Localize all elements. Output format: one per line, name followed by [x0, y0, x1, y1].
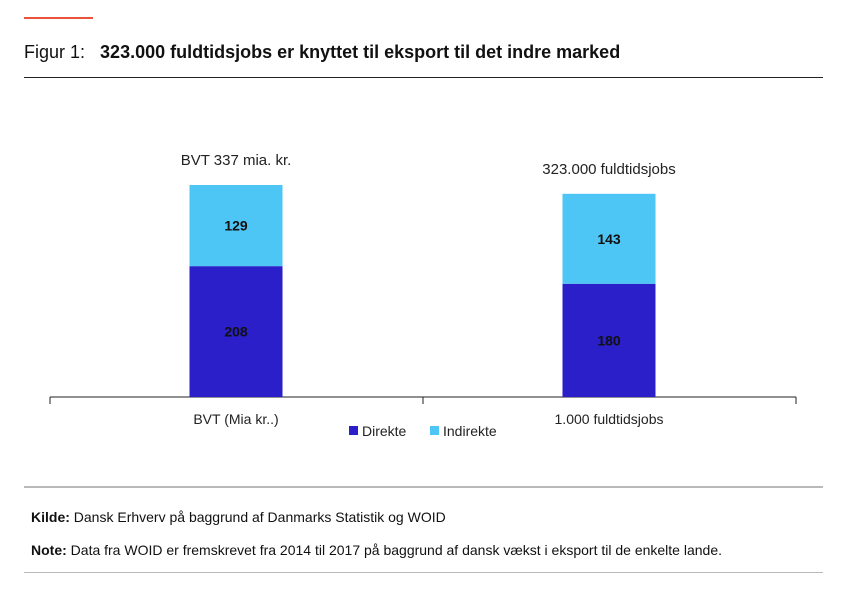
- data-label-direkte-2: 180: [597, 332, 621, 348]
- footer-note: Note: Data fra WOID er fremskrevet fra 2…: [31, 542, 722, 558]
- bar-direkte-2: [562, 283, 656, 397]
- bar-indirekte-1: [189, 185, 283, 267]
- figure-title-text: 323.000 fuldtidsjobs er knyttet til eksp…: [100, 42, 621, 62]
- x-tick-label-1: BVT (Mia kr..): [193, 411, 278, 427]
- note-text: Data fra WOID er fremskrevet fra 2014 ti…: [70, 542, 722, 558]
- note-label: Note:: [31, 542, 67, 558]
- source-text: Dansk Erhverv på baggrund af Danmarks St…: [73, 509, 446, 525]
- legend-swatch-indirekte: [430, 426, 439, 435]
- accent-line: [24, 17, 93, 19]
- footer-source: Kilde: Dansk Erhverv på baggrund af Danm…: [31, 509, 446, 525]
- title-divider: [24, 77, 823, 78]
- bar-title-1: BVT 337 mia. kr.: [181, 152, 292, 169]
- footer-divider-bottom: [24, 572, 823, 573]
- figure-title: Figur 1: 323.000 fuldtidsjobs er knyttet…: [24, 42, 620, 63]
- footer-divider-top: [24, 486, 823, 488]
- legend-swatch-direkte: [349, 426, 358, 435]
- legend-label-indirekte: Indirekte: [443, 423, 497, 439]
- bar-indirekte-2: [562, 193, 656, 284]
- x-tick-label-2: 1.000 fuldtidsjobs: [555, 411, 664, 427]
- stacked-bar-chart: 208 129 BVT 337 mia. kr. BVT (Mia kr..) 180 1…: [49, 152, 797, 439]
- data-label-indirekte-1: 129: [224, 218, 248, 234]
- data-label-direkte-1: 208: [224, 324, 248, 340]
- bar-direkte-1: [189, 266, 283, 397]
- legend-label-direkte: Direkte: [362, 423, 407, 439]
- bar-title-2: 323.000 fuldtidsjobs: [542, 161, 675, 178]
- data-label-indirekte-2: 143: [597, 231, 621, 247]
- figure-label: Figur 1:: [24, 42, 86, 62]
- source-label: Kilde:: [31, 509, 70, 525]
